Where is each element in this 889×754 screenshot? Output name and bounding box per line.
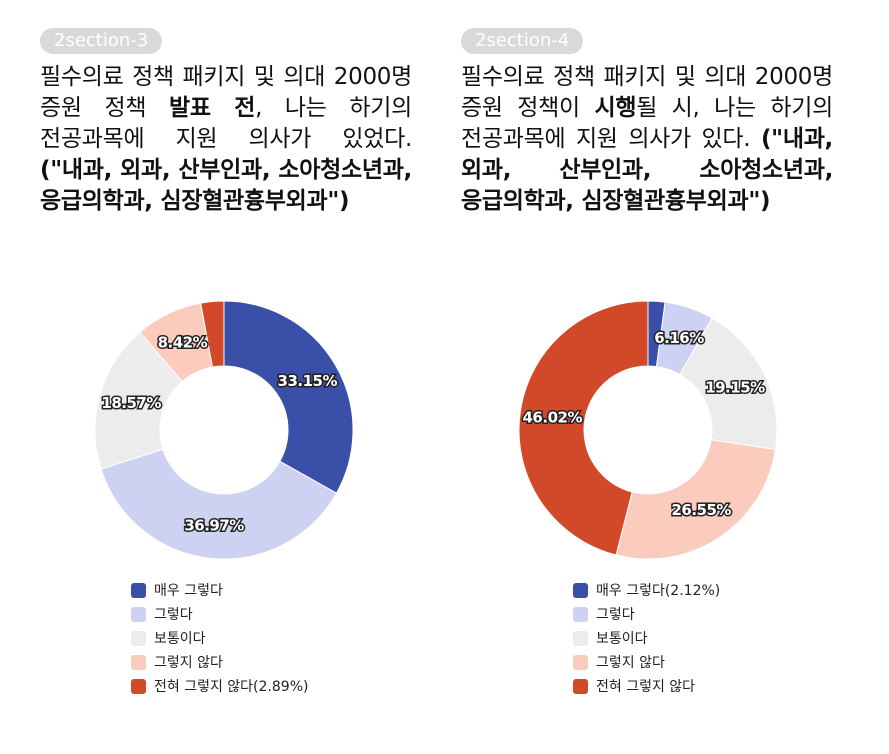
question-emphasis: 시행 <box>594 95 637 121</box>
slice-value-label-3: 18.57% <box>101 394 161 412</box>
legend-swatch <box>131 678 146 694</box>
legend-item: 보통이다 <box>573 626 720 650</box>
question-text: 필수의료 정책 패키지 및 의대 2000명 증원 정책이 시행될 시, 나는 … <box>461 62 833 217</box>
legend-label: 매우 그렇다 <box>154 583 223 599</box>
legend-label: 전혀 그렇지 않다(2.89%) <box>154 679 309 695</box>
legend-item: 매우 그렇다 <box>131 578 308 602</box>
legend-label: 그렇지 않다 <box>596 655 665 671</box>
slice-value-label-1: 33.15% <box>278 372 338 390</box>
question-part-1: 필수의료 정책 패키지 및 의대 2000명 증원 정책이 <box>461 64 833 121</box>
legend-swatch <box>131 630 146 646</box>
legend-item: 그렇지 않다 <box>131 650 308 674</box>
donut-slice-1 <box>223 300 354 494</box>
section-tag: 2section-3 <box>40 28 163 54</box>
legend-label: 그렇다 <box>154 607 193 623</box>
donut-chart-section-4: 6.16% 19.15% 26.55% 46.02% <box>498 280 798 580</box>
legend-item: 전혀 그렇지 않다(2.89%) <box>131 674 308 698</box>
legend-label: 그렇다 <box>596 607 635 623</box>
donut-slice-5 <box>518 300 649 556</box>
question-part-1: 필수의료 정책 패키지 및 의대 2000명 증원 정책 <box>40 64 412 121</box>
legend-label: 그렇지 않다 <box>154 655 223 671</box>
donut-chart-svg: 33.15% 36.97% 18.57% 8.42% <box>94 300 354 560</box>
legend-item: 그렇다 <box>573 602 720 626</box>
legend-label: 보통이다 <box>154 631 206 647</box>
slice-value-label-2: 6.16% <box>654 329 704 347</box>
slice-value-label-4: 26.55% <box>671 501 731 519</box>
legend-swatch <box>573 582 588 598</box>
legend-swatch <box>131 606 146 622</box>
legend-item: 그렇다 <box>131 602 308 626</box>
legend-item: 그렇지 않다 <box>573 650 720 674</box>
panel-section-4: 2section-4 필수의료 정책 패키지 및 의대 2000명 증원 정책이… <box>461 28 841 217</box>
legend-swatch <box>573 654 588 670</box>
question-specialties: ("내과, 외과, 산부인과, 소아청소년과, 응급의학과, 심장혈관흉부외과"… <box>461 126 833 214</box>
slice-value-label-3: 19.15% <box>705 379 765 397</box>
slice-value-label-2: 36.97% <box>184 516 244 534</box>
panel-section-3: 2section-3 필수의료 정책 패키지 및 의대 2000명 증원 정책 … <box>40 28 420 217</box>
donut-slice-3 <box>679 317 778 451</box>
question-part-2: , 나는 하기의 전공과목에 지원 의사가 있었다. <box>40 95 412 152</box>
question-text: 필수의료 정책 패키지 및 의대 2000명 증원 정책 발표 전, 나는 하기… <box>40 62 412 217</box>
legend-swatch <box>131 654 146 670</box>
legend-swatch <box>131 582 146 598</box>
slice-value-label-5: 46.02% <box>523 408 583 426</box>
donut-slice-4 <box>615 439 777 560</box>
question-specialties: ("내과, 외과, 산부인과, 소아청소년과, 응급의학과, 심장혈관흉부외과"… <box>40 157 412 214</box>
legend-item: 보통이다 <box>131 626 308 650</box>
legend-label: 보통이다 <box>596 631 648 647</box>
section-tag: 2section-4 <box>461 28 584 54</box>
donut-slice-5 <box>200 300 225 368</box>
donut-chart-section-3: 33.15% 36.97% 18.57% 8.42% <box>74 280 374 580</box>
legend-item: 매우 그렇다(2.12%) <box>573 578 720 602</box>
legend-swatch <box>573 606 588 622</box>
legend-label: 매우 그렇다(2.12%) <box>596 583 721 599</box>
legend-swatch <box>573 678 588 694</box>
donut-slice-2 <box>100 448 338 560</box>
legend-label: 전혀 그렇지 않다 <box>596 679 696 695</box>
legend-item: 전혀 그렇지 않다 <box>573 674 720 698</box>
slice-value-label-4: 8.42% <box>158 333 208 351</box>
question-emphasis: 발표 전 <box>169 95 256 121</box>
donut-chart-svg: 6.16% 19.15% 26.55% 46.02% <box>518 300 778 560</box>
question-part-2: 될 시, 나는 하기의 전공과목에 지원 의사가 있다. <box>461 95 833 152</box>
legend-swatch <box>573 630 588 646</box>
